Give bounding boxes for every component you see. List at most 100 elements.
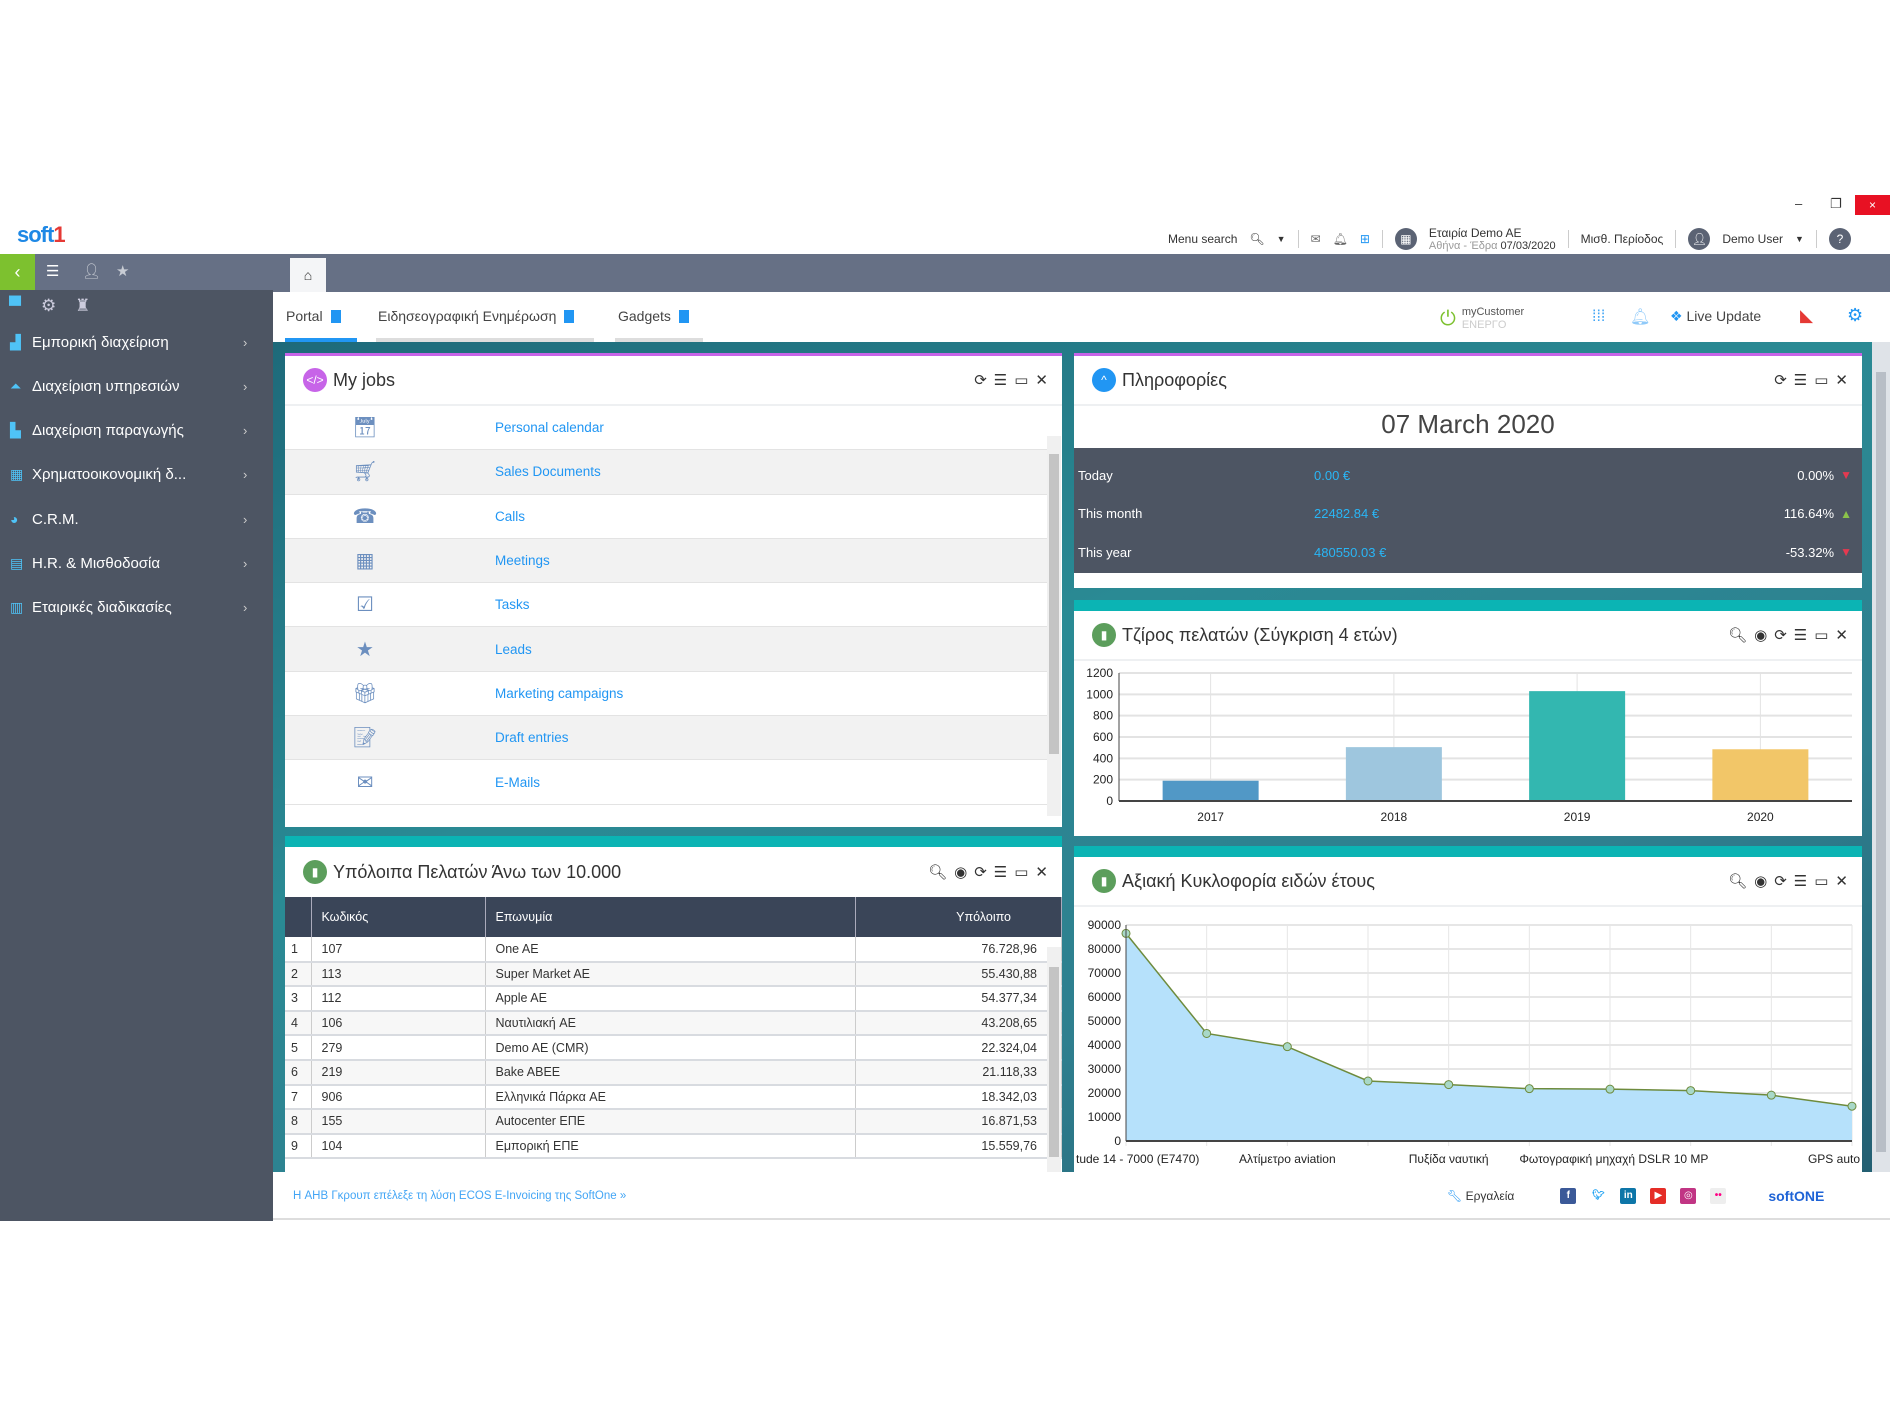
job-item[interactable]: ☑ Tasks [285, 583, 1047, 628]
job-item[interactable]: ☎ Calls [285, 495, 1047, 539]
search-icon[interactable]: 🔍︎ [1728, 627, 1748, 644]
menu-icon[interactable]: ☰ [1793, 873, 1808, 890]
tab-news[interactable]: Ειδησεογραφική Ενημέρωση [378, 308, 575, 324]
job-link[interactable]: Sales Documents [495, 464, 601, 480]
windows-icon[interactable]: ⊞ [1359, 232, 1370, 246]
mail-icon[interactable]: ✉ [1310, 232, 1321, 246]
tools-icon[interactable]: ♜ [75, 296, 91, 315]
news-link[interactable]: Η AHB Γκρουπ επέλεξε τη λύση ECOS E-Invo… [293, 1190, 627, 1202]
user-icon[interactable]: 👤︎ [82, 263, 102, 280]
table-row[interactable]: 4 106 Ναυτιλιακή AE 43.208,65 [285, 1010, 1062, 1037]
menu-search-label[interactable]: Menu search [1168, 232, 1238, 246]
job-link[interactable]: Tasks [495, 597, 530, 613]
refresh-icon[interactable]: ⟳ [974, 372, 987, 389]
dropdown-icon[interactable]: ▼ [1276, 234, 1286, 244]
job-item[interactable]: ▦ Meetings [285, 538, 1047, 584]
close-icon[interactable]: ✕ [1835, 873, 1848, 890]
linkedin-icon[interactable]: in [1620, 1188, 1637, 1204]
job-link[interactable]: Personal calendar [495, 420, 604, 436]
close-window-button[interactable]: × [1855, 195, 1890, 215]
target-icon[interactable]: ◉ [954, 864, 968, 881]
folder-icon[interactable]: ▀ [9, 296, 22, 315]
twitter-icon[interactable]: 🐦︎ [1591, 1190, 1605, 1201]
youtube-icon[interactable]: ▶ [1650, 1188, 1667, 1204]
bell-icon[interactable]: 🔔︎ [1332, 232, 1348, 246]
favorites-star-icon[interactable]: ★ [116, 263, 130, 280]
page-scrollbar[interactable] [1872, 342, 1890, 1172]
payroll-period[interactable]: Μισθ. Περίοδος [1580, 232, 1664, 246]
table-row[interactable]: 6 219 Bake ABEE 21.118,33 [285, 1059, 1062, 1086]
refresh-icon[interactable]: ⟳ [1774, 873, 1787, 890]
table-row[interactable]: 8 155 Autocenter ΕΠΕ 16.871,53 [285, 1109, 1062, 1135]
table-row[interactable]: 3 112 Apple AE 54.377,34 [285, 986, 1062, 1012]
close-icon[interactable]: ✕ [1835, 372, 1848, 389]
sidebar-item[interactable]: ▙ Διαχείριση παραγωγής › [0, 409, 273, 453]
refresh-icon[interactable]: ⟳ [1774, 372, 1787, 389]
menu-icon[interactable]: ☰ [993, 372, 1008, 389]
table-row[interactable]: 7 906 Ελληνικά Πάρκα AE 18.342,03 [285, 1084, 1062, 1111]
search-icon[interactable]: 🔍︎ [928, 864, 948, 881]
tab-gadgets[interactable]: Gadgets [618, 308, 689, 324]
close-icon[interactable]: ✕ [1035, 372, 1048, 389]
company-selector[interactable]: Εταιρία Demo AE Αθήνα - Έδρα 07/03/2020 [1428, 226, 1556, 252]
refresh-icon[interactable]: ⟳ [974, 864, 987, 881]
user-menu[interactable]: Demo User [1722, 232, 1784, 246]
job-link[interactable]: Draft entries [495, 730, 569, 746]
job-item[interactable]: 📅︎ Personal calendar [285, 406, 1047, 451]
close-icon[interactable]: ✕ [1035, 864, 1048, 881]
flickr-icon[interactable]: •• [1710, 1188, 1727, 1204]
table-row[interactable]: 5 279 Demo AE (CMR) 22.324,04 [285, 1035, 1062, 1061]
table-row[interactable]: 9 104 Εμπορική ΕΠΕ 15.559,76 [285, 1133, 1062, 1160]
tools-link[interactable]: 🔧︎ Εργαλεία [1447, 1189, 1515, 1203]
alert-icon[interactable]: ◣ [1800, 306, 1814, 325]
menu-icon[interactable]: ☰ [1793, 627, 1808, 644]
sidebar-item[interactable]: ▥ Εταιρικές διαδικασίες › [0, 586, 273, 630]
live-update-button[interactable]: ❖ Live Update [1670, 308, 1762, 324]
sidebar-item[interactable]: ⏶ Διαχείριση υπηρεσιών › [0, 364, 273, 408]
job-item[interactable]: ★ Leads [285, 627, 1047, 672]
help-icon[interactable]: ? [1828, 228, 1851, 250]
search-icon[interactable]: 🔍︎ [1728, 873, 1748, 890]
refresh-icon[interactable]: ⟳ [1774, 627, 1787, 644]
search-icon[interactable]: 🔍︎ [1249, 232, 1265, 246]
notification-bell-icon[interactable]: 🔔︎ [1630, 309, 1651, 326]
list-icon[interactable]: ☰ [46, 263, 60, 280]
menu-icon[interactable]: ☰ [993, 864, 1008, 881]
sidebar-item[interactable]: ▦ Χρηματοοικονομική δ... › [0, 453, 273, 497]
job-link[interactable]: E-Mails [495, 774, 541, 790]
home-tab[interactable]: ⌂ [290, 258, 326, 292]
dropdown-icon[interactable]: ▼ [1795, 234, 1804, 244]
sidebar-item[interactable]: ▤ H.R. & Μισθοδοσία › [0, 542, 273, 586]
target-icon[interactable]: ◉ [1754, 627, 1768, 644]
job-item[interactable]: ✉ E-Mails [285, 760, 1047, 805]
job-item[interactable]: 🎁︎ Marketing campaigns [285, 672, 1047, 717]
mycustomer-status[interactable]: ⏻ myCustomer ΕΝΕΡΓΟ [1440, 306, 1525, 331]
job-link[interactable]: Leads [495, 641, 532, 657]
maximize-icon[interactable]: ▭ [1814, 627, 1829, 644]
job-link[interactable]: Marketing campaigns [495, 685, 624, 701]
maximize-icon[interactable]: ▭ [1814, 873, 1829, 890]
maximize-icon[interactable]: ▭ [1014, 864, 1029, 881]
maximize-icon[interactable]: ▭ [1014, 372, 1029, 389]
instagram-icon[interactable]: ◎ [1680, 1188, 1697, 1204]
sidebar-item[interactable]: ▟ Εμπορική διαχείριση › [0, 320, 273, 364]
collapse-sidebar-button[interactable]: ‹ [0, 254, 35, 290]
settings-gear-icon[interactable]: ⚙ [1847, 305, 1864, 325]
tab-portal[interactable]: Portal [286, 308, 341, 324]
minimize-button[interactable]: – [1795, 196, 1803, 211]
job-item[interactable]: 🛒︎ Sales Documents [285, 450, 1047, 495]
job-item[interactable]: 📝︎ Draft entries [285, 716, 1047, 761]
menu-icon[interactable]: ☰ [1793, 372, 1808, 389]
job-link[interactable]: Meetings [495, 553, 550, 569]
table-row[interactable]: 1 107 One AE 76.728,96 [285, 937, 1062, 963]
close-icon[interactable]: ✕ [1835, 627, 1848, 644]
table-row[interactable]: 2 113 Super Market AE 55.430,88 [285, 961, 1062, 988]
gear-icon[interactable]: ⚙ [41, 296, 57, 315]
job-link[interactable]: Calls [495, 508, 526, 524]
facebook-icon[interactable]: f [1560, 1188, 1577, 1204]
sidebar-item[interactable]: ◕ C.R.M. › [0, 497, 273, 541]
maximize-icon[interactable]: ▭ [1814, 372, 1829, 389]
apps-grid-icon[interactable]: ⁞⁞⁞ [1592, 308, 1606, 325]
target-icon[interactable]: ◉ [1754, 873, 1768, 890]
restore-button[interactable]: ❐ [1830, 196, 1842, 211]
